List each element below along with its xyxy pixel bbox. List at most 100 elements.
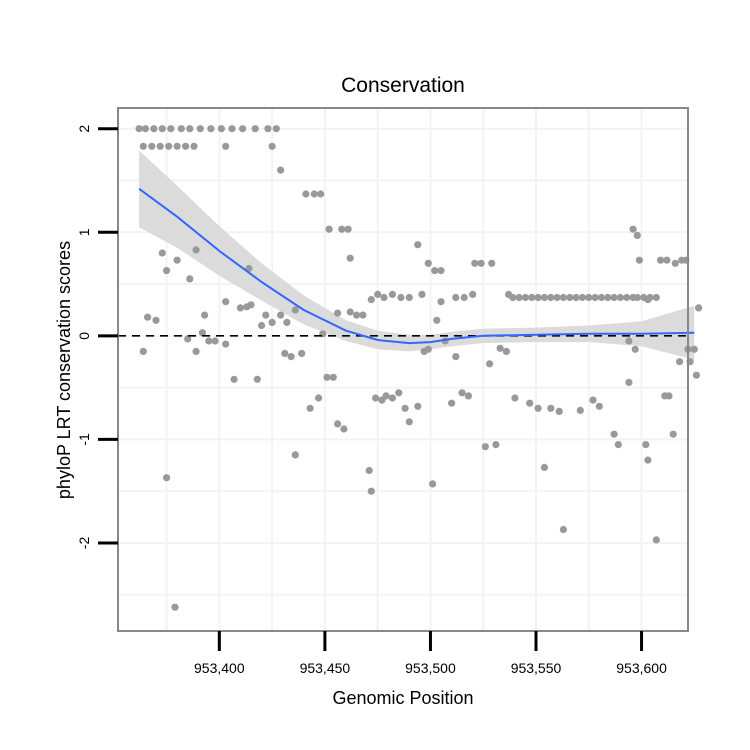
data-point [222,340,230,348]
data-point [217,125,225,133]
data-point [277,311,285,319]
smooth-curve [138,187,695,345]
confidence-band-area [139,150,695,360]
data-point [201,311,209,319]
data-point [534,293,542,302]
data-point [585,293,593,302]
data-point [610,293,618,302]
data-point [228,125,236,133]
data-point [572,293,580,302]
data-point [334,309,342,317]
data-point [173,256,181,264]
data-point [671,259,679,267]
data-point [534,404,542,412]
data-point [298,349,306,357]
data-point [481,443,489,451]
data-point [644,456,652,464]
data-point [173,142,181,150]
data-point [283,318,291,326]
data-point [616,293,625,302]
data-point [418,290,426,298]
data-point [163,267,171,275]
data-point [323,373,331,381]
data-point [158,125,166,133]
data-point [629,225,637,233]
data-point [576,406,584,414]
data-point [469,290,477,298]
x-tick-label: 953,500 [405,660,456,676]
data-point [471,259,479,267]
data-point [692,371,701,379]
data-point [346,254,354,262]
data-point [247,301,255,309]
y-axis-title: phyloP LRT conservation scores [54,241,74,499]
data-point [372,394,380,402]
data-point [291,451,299,459]
data-point [437,267,445,275]
data-point [589,396,597,404]
data-point [374,290,382,298]
data-point [148,142,156,150]
data-point [158,249,166,257]
data-point [141,125,149,133]
data-point [317,190,325,198]
data-point [452,353,460,361]
data-point [163,474,171,482]
data-point [553,293,561,302]
data-point [186,125,194,133]
data-points [135,125,703,611]
data-point [547,404,555,412]
data-point [139,347,147,355]
data-point [496,344,504,352]
data-point [262,311,270,319]
data-point [695,304,703,312]
data-point [135,125,143,133]
data-point [528,293,536,302]
data-point [177,125,185,133]
data-point [156,142,164,150]
smooth-line [138,187,695,345]
data-point [401,404,409,412]
x-axis: 953,400 953,450 953,500 953,550 953,600 [194,631,667,676]
plot-frame [117,107,689,632]
data-point [253,375,261,383]
data-point [291,306,299,314]
data-point [277,166,285,174]
data-point [433,316,441,324]
data-point [152,316,160,324]
data-point [509,293,517,302]
data-point [644,296,652,304]
data-point [346,308,354,316]
data-point [663,256,671,264]
data-point [623,293,631,302]
y-tick-label: 0 [76,332,92,340]
data-point [437,298,445,306]
data-point [167,125,175,133]
data-point [559,293,568,302]
data-point [486,360,494,368]
data-point [268,318,276,326]
data-point [302,190,310,198]
data-point [458,389,466,397]
data-point [165,142,173,150]
data-point [192,246,200,254]
data-point [405,418,413,426]
data-point [236,304,244,312]
data-point [635,256,644,264]
data-point [306,404,314,412]
data-point [211,337,219,345]
y-axis: -2 -1 0 1 2 [76,125,118,549]
data-point [207,125,215,133]
data-point [597,293,606,302]
data-point [511,394,519,402]
data-point [559,525,568,534]
data-point [642,441,650,449]
data-point [340,425,348,433]
data-point [540,293,549,302]
data-point [690,345,698,353]
data-point [424,345,432,353]
data-point [521,293,530,302]
data-point [367,487,375,495]
data-point [310,190,318,198]
data-point [338,225,346,233]
